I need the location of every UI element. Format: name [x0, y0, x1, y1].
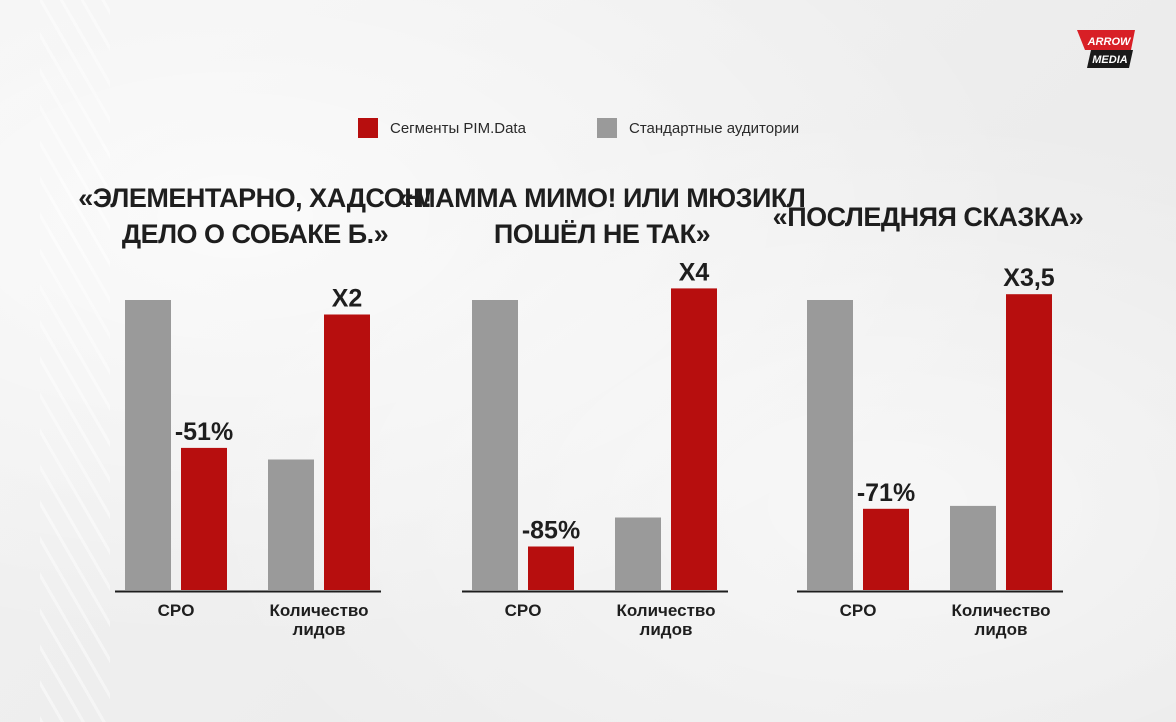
- legend-swatch-standard: [597, 118, 617, 138]
- chart-2-data-label-1: -85%: [522, 517, 580, 545]
- chart-1-bar-standard-2: [268, 459, 314, 590]
- legend-label-pim: Сегменты PIM.Data: [390, 119, 526, 137]
- chart-1-data-label-1: -51%: [175, 418, 233, 446]
- chart-2-bar-pim-2: [671, 288, 717, 590]
- chart-1-bar-pim-2: [324, 314, 370, 590]
- chart-2-bar-pim-1: [528, 546, 574, 590]
- chart-3-data-label-1: -71%: [857, 479, 915, 507]
- legend-item-pim: Сегменты PIM.Data: [358, 118, 526, 138]
- legend-swatch-pim: [358, 118, 378, 138]
- decorative-stripes: [40, 0, 110, 722]
- logo-text-arrow: ARROW: [1087, 36, 1132, 48]
- chart-2-category-label-1: CPO: [505, 601, 542, 620]
- chart-3-bar-standard-1: [807, 300, 853, 590]
- chart-1-category-label-1: CPO: [158, 601, 195, 620]
- chart-2-bar-standard-1: [472, 300, 518, 590]
- chart-3-category-label-1: CPO: [840, 601, 877, 620]
- chart-2-bar-standard-2: [615, 517, 661, 590]
- chart-2-title-line-1: «МАММА МИМО! ИЛИ МЮЗИКЛ: [399, 183, 806, 213]
- chart-1-category-label-2-line-1: Количество: [269, 601, 368, 620]
- chart-3-category-label-2-line-1: Количество: [951, 601, 1050, 620]
- arrow-media-logo: ARROW MEDIA: [1073, 28, 1139, 72]
- legend-item-standard: Стандартные аудитории: [597, 118, 799, 138]
- chart-3-category-label-2-line-2: лидов: [975, 620, 1028, 639]
- chart-1-bar-standard-1: [125, 300, 171, 590]
- chart-3-bar-standard-2: [950, 505, 996, 590]
- chart-3-data-label-2: X3,5: [1003, 264, 1055, 292]
- chart-1-title-line-1: «ЭЛЕМЕНТАРНО, ХАДСОН!: [78, 183, 432, 213]
- chart-3-bar-pim-2: [1006, 294, 1052, 590]
- logo-text-media: MEDIA: [1092, 54, 1128, 66]
- chart-2-category-label-2-line-1: Количество: [616, 601, 715, 620]
- chart-2-category-label-2-line-2: лидов: [640, 620, 693, 639]
- chart-1-category-label-2-line-2: лидов: [293, 620, 346, 639]
- chart-1-data-label-2: X2: [332, 285, 363, 313]
- chart-2-title-line-2: ПОШЁЛ НЕ ТАК»: [494, 219, 710, 249]
- chart-3-title-line-1: «ПОСЛЕДНЯЯ СКАЗКА»: [773, 202, 1084, 232]
- chart-2-data-label-2: X4: [679, 258, 710, 286]
- chart-1-title-line-2: ДЕЛО О СОБАКЕ Б.»: [122, 219, 388, 249]
- chart-legend: Сегменты PIM.Data Стандартные аудитории: [0, 118, 1176, 140]
- chart-1-bar-pim-1: [181, 447, 227, 590]
- chart-3-bar-pim-1: [863, 508, 909, 590]
- legend-label-standard: Стандартные аудитории: [629, 119, 800, 137]
